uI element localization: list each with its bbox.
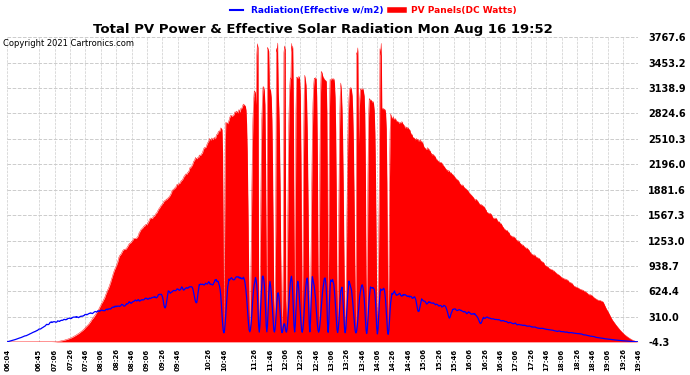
Legend: Radiation(Effective w/m2), PV Panels(DC Watts): Radiation(Effective w/m2), PV Panels(DC … bbox=[226, 2, 520, 18]
Title: Total PV Power & Effective Solar Radiation Mon Aug 16 19:52: Total PV Power & Effective Solar Radiati… bbox=[93, 23, 553, 36]
Text: Copyright 2021 Cartronics.com: Copyright 2021 Cartronics.com bbox=[3, 39, 135, 48]
